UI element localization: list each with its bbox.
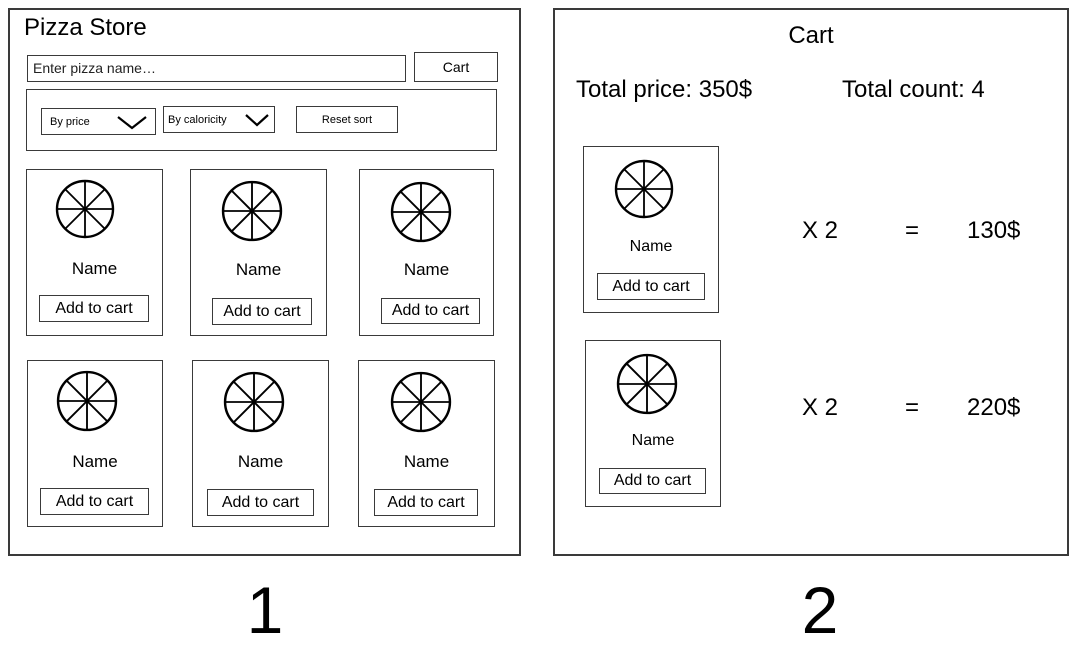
sort-by-price-dropdown[interactable]: By price: [41, 108, 156, 135]
add-to-cart-label: Add to cart: [221, 493, 300, 511]
cart-button[interactable]: Cart: [414, 52, 498, 82]
add-to-cart-label: Add to cart: [387, 493, 465, 511]
equals-sign: =: [905, 217, 920, 244]
store-title: Pizza Store: [24, 14, 147, 41]
add-to-cart-label: Add to cart: [613, 472, 692, 489]
reset-sort-label: Reset sort: [321, 113, 373, 126]
pizza-icon: [221, 180, 283, 242]
pizza-icon: [390, 371, 452, 433]
add-to-cart-button[interactable]: Add to cart: [381, 298, 480, 324]
pizza-name: Name: [629, 238, 673, 255]
pizza-card: Name Add to cart: [358, 360, 495, 527]
pizza-card: Name Add to cart: [190, 169, 327, 336]
pizza-icon: [616, 353, 678, 415]
add-to-cart-label: Add to cart: [55, 299, 133, 317]
sort-by-calories-dropdown[interactable]: By caloricity: [163, 106, 275, 133]
add-to-cart-label: Add to cart: [55, 492, 134, 510]
pizza-card: Name Add to cart: [27, 360, 163, 527]
total-count: Total count: 4: [842, 76, 985, 103]
item-quantity: X 2: [802, 217, 839, 244]
pizza-card: Name Add to cart: [359, 169, 494, 336]
pizza-name: Name: [403, 260, 450, 279]
pizza-icon: [55, 179, 115, 239]
pizza-icon: [614, 159, 674, 219]
cart-button-label: Cart: [442, 59, 470, 75]
pizza-icon: [390, 181, 452, 243]
add-to-cart-button[interactable]: Add to cart: [40, 488, 149, 515]
pizza-icon: [223, 371, 285, 433]
pizza-icon: [56, 370, 118, 432]
pizza-card: Name Add to cart: [192, 360, 329, 527]
search-input[interactable]: Enter pizza name…: [27, 55, 406, 82]
cart-item-card: Name Add to cart: [583, 146, 719, 313]
pizza-name: Name: [71, 259, 118, 278]
sort-by-price-label: By price: [50, 115, 90, 128]
cart-item-card: Name Add to cart: [585, 340, 721, 507]
add-to-cart-button[interactable]: Add to cart: [207, 489, 314, 516]
add-to-cart-button[interactable]: Add to cart: [39, 295, 149, 322]
total-price: Total price: 350$: [576, 76, 753, 103]
chevron-down-icon: [245, 113, 269, 126]
item-total-price: 220$: [967, 394, 1021, 421]
pizza-name: Name: [403, 452, 450, 471]
pizza-name: Name: [237, 452, 284, 471]
wireframe-label-2: 2: [801, 573, 839, 647]
reset-sort-button[interactable]: Reset sort: [296, 106, 398, 133]
add-to-cart-label: Add to cart: [223, 302, 301, 320]
pizza-name: Name: [72, 452, 118, 471]
add-to-cart-button[interactable]: Add to cart: [597, 273, 705, 300]
add-to-cart-button[interactable]: Add to cart: [374, 489, 478, 516]
add-to-cart-button[interactable]: Add to cart: [212, 298, 312, 325]
add-to-cart-label: Add to cart: [612, 277, 690, 295]
item-total-price: 130$: [967, 217, 1021, 244]
chevron-down-icon: [117, 115, 147, 129]
pizza-name: Name: [235, 260, 282, 279]
pizza-card: Name Add to cart: [26, 169, 163, 336]
wireframe-label-1: 1: [246, 573, 284, 647]
item-quantity: X 2: [802, 394, 839, 421]
add-to-cart-label: Add to cart: [391, 302, 470, 319]
add-to-cart-button[interactable]: Add to cart: [599, 468, 706, 494]
search-placeholder: Enter pizza name…: [33, 60, 156, 76]
cart-title: Cart: [788, 22, 834, 49]
sort-by-calories-label: By caloricity: [168, 113, 227, 126]
equals-sign: =: [905, 394, 920, 421]
pizza-name: Name: [631, 432, 675, 449]
